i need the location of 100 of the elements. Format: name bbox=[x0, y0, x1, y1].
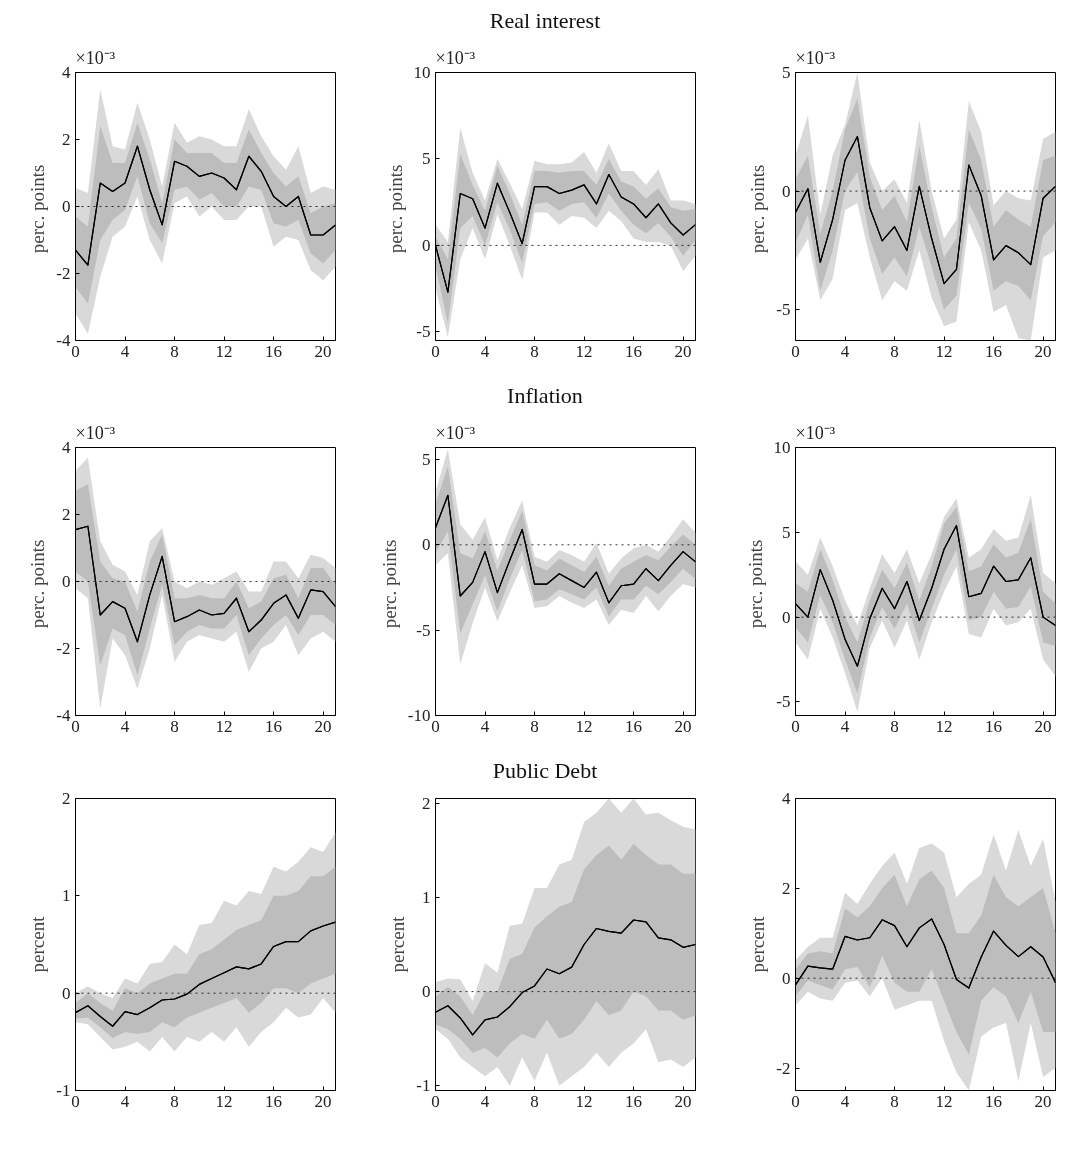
x-tick-label: 4 bbox=[840, 716, 850, 736]
y-tick-label: 0 bbox=[782, 968, 791, 988]
y-axis-title: perc. points bbox=[27, 539, 49, 629]
y-tick-label: 5 bbox=[782, 522, 791, 542]
x-tick-label: 12 bbox=[575, 716, 593, 736]
y-tick-label: 0 bbox=[422, 235, 431, 255]
x-tick-label: 8 bbox=[890, 341, 899, 361]
x-tick-label: 20 bbox=[1034, 341, 1052, 361]
x-tick-label: 12 bbox=[935, 341, 953, 361]
text: ×10⁻³ bbox=[435, 47, 476, 68]
x-tick-label: 8 bbox=[530, 716, 539, 736]
y-axis-title: percent bbox=[27, 915, 49, 973]
y-tick-label: 5 bbox=[422, 149, 431, 169]
x-tick-label: 16 bbox=[625, 1091, 643, 1111]
x-tick-label: 8 bbox=[530, 1091, 539, 1111]
chart-title: Inflation bbox=[507, 382, 583, 410]
x-tick-label: 16 bbox=[625, 716, 643, 736]
x-tick-label: 20 bbox=[1034, 1091, 1052, 1111]
x-tick-label: 20 bbox=[674, 716, 692, 736]
text: ×10⁻³ bbox=[795, 422, 836, 443]
y-tick-label: 0 bbox=[422, 535, 431, 555]
x-tick-label: 20 bbox=[674, 341, 692, 361]
x-tick-label: 20 bbox=[314, 341, 332, 361]
x-tick-label: 16 bbox=[985, 716, 1003, 736]
y-tick-label: 0 bbox=[62, 572, 71, 591]
y-tick-label: 0 bbox=[782, 181, 791, 201]
y-tick-label: 1 bbox=[422, 887, 431, 907]
text: ×10⁻³ bbox=[435, 422, 476, 443]
text: ×10⁻³ bbox=[75, 47, 116, 68]
y-tick-label: -1 bbox=[56, 1081, 71, 1100]
y-tick-label: 5 bbox=[782, 63, 791, 82]
y-tick-label: 0 bbox=[422, 982, 431, 1002]
y-axis-title: perc. points bbox=[747, 164, 769, 254]
y-tick-label: -1 bbox=[416, 1076, 431, 1096]
y-tick-label: -5 bbox=[776, 300, 791, 320]
y-tick-label: 0 bbox=[782, 607, 791, 627]
y-tick-label: 1 bbox=[62, 886, 71, 906]
y-tick-label: 0 bbox=[62, 983, 71, 1003]
y-axis-title: percent bbox=[747, 915, 769, 973]
x-tick-label: 4 bbox=[840, 1091, 850, 1111]
x-tick-label: 12 bbox=[935, 1091, 953, 1111]
y-axis-title: perc. points bbox=[744, 539, 766, 629]
y-tick-label: -4 bbox=[56, 331, 71, 350]
y-tick-label: 4 bbox=[782, 789, 791, 808]
y-tick-label: 2 bbox=[782, 878, 791, 898]
y-tick-label: 2 bbox=[62, 130, 71, 149]
x-tick-label: 20 bbox=[314, 1091, 332, 1111]
y-tick-label: 2 bbox=[422, 793, 431, 813]
y-tick-label: 4 bbox=[62, 438, 71, 457]
chart-title: Real interest bbox=[489, 7, 601, 35]
chart-title: Public Debt bbox=[492, 757, 598, 785]
y-axis-title: perc. points bbox=[384, 164, 406, 254]
x-tick-label: 8 bbox=[170, 1091, 179, 1111]
y-axis-title: percent bbox=[387, 915, 409, 973]
x-tick-label: 12 bbox=[215, 716, 233, 736]
x-tick-label: 16 bbox=[265, 341, 283, 361]
y-tick-label: 0 bbox=[62, 197, 71, 216]
x-tick-label: 16 bbox=[265, 1091, 283, 1111]
y-tick-label: -4 bbox=[56, 706, 71, 725]
x-tick-label: 20 bbox=[314, 716, 332, 736]
x-tick-label: 16 bbox=[265, 716, 283, 736]
x-tick-label: 12 bbox=[575, 1091, 593, 1111]
x-tick-label: 8 bbox=[170, 716, 179, 736]
x-tick-label: 4 bbox=[120, 716, 130, 736]
y-tick-label: 2 bbox=[62, 505, 71, 524]
y-axis-title: perc. points bbox=[378, 539, 400, 629]
y-tick-label: 5 bbox=[422, 449, 431, 469]
x-tick-label: 12 bbox=[575, 341, 593, 361]
y-tick-label: -5 bbox=[416, 620, 431, 640]
x-tick-label: 8 bbox=[530, 341, 539, 361]
x-tick-label: 20 bbox=[674, 1091, 692, 1111]
y-tick-label: -10 bbox=[407, 706, 431, 725]
x-tick-label: 20 bbox=[1034, 716, 1052, 736]
y-tick-label: -2 bbox=[776, 1058, 791, 1078]
y-tick-label: 10 bbox=[413, 63, 431, 82]
x-tick-label: 16 bbox=[985, 341, 1003, 361]
x-tick-label: 12 bbox=[215, 1091, 233, 1111]
x-tick-label: 16 bbox=[625, 341, 643, 361]
y-tick-label: 2 bbox=[62, 789, 71, 808]
x-tick-label: 4 bbox=[120, 1091, 130, 1111]
x-tick-label: 8 bbox=[890, 1091, 899, 1111]
text: ×10⁻³ bbox=[75, 422, 116, 443]
y-tick-label: 10 bbox=[773, 438, 791, 457]
x-tick-label: 12 bbox=[215, 341, 233, 361]
x-tick-label: 8 bbox=[890, 716, 899, 736]
x-tick-label: 4 bbox=[120, 341, 130, 361]
x-tick-label: 16 bbox=[985, 1091, 1003, 1111]
y-tick-label: -2 bbox=[56, 264, 71, 283]
text: ×10⁻³ bbox=[795, 47, 836, 68]
x-tick-label: 4 bbox=[480, 1091, 490, 1111]
x-tick-label: 12 bbox=[935, 716, 953, 736]
y-tick-label: -5 bbox=[416, 322, 431, 342]
y-tick-label: -2 bbox=[56, 639, 71, 658]
x-tick-label: 8 bbox=[170, 341, 179, 361]
y-axis-title: perc. points bbox=[27, 164, 49, 254]
x-tick-label: 4 bbox=[840, 341, 850, 361]
y-tick-label: 4 bbox=[62, 63, 71, 82]
x-tick-label: 4 bbox=[480, 716, 490, 736]
y-tick-label: -5 bbox=[776, 692, 791, 712]
x-tick-label: 4 bbox=[480, 341, 490, 361]
